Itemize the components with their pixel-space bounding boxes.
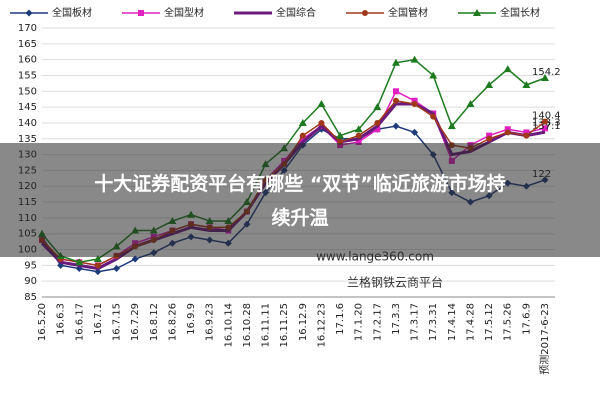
watermark-sub: 兰格钢铁云商平台: [347, 275, 443, 290]
legend-label: 全国型材: [164, 6, 204, 19]
point: [131, 255, 139, 263]
x-tick-label: 16.9.9: [186, 303, 197, 335]
value-label: 140.4: [532, 111, 561, 122]
y-tick-label: 170: [18, 23, 37, 34]
point: [392, 88, 399, 95]
y-tick-label: 160: [18, 55, 37, 66]
point: [430, 113, 437, 120]
point: [355, 138, 362, 145]
point: [336, 131, 345, 139]
legend-label: 全国综合: [276, 6, 316, 19]
point: [411, 128, 419, 136]
x-tick-label: 16.9.23: [205, 303, 216, 341]
x-tick-label: 16.10.14: [223, 303, 234, 348]
x-tick-label: 17.3.17: [410, 303, 421, 341]
x-tick-label: 16.6.17: [74, 303, 85, 341]
y-tick-label: 150: [18, 86, 37, 97]
point: [486, 132, 493, 139]
x-tick-label: 17.1.6: [335, 303, 346, 335]
legend-label: 全国管材: [388, 6, 428, 19]
x-tick-label: 17.4.28: [465, 303, 476, 341]
value-label: 137.1: [532, 121, 561, 132]
y-tick-label: 140: [18, 118, 37, 129]
x-tick-label: 16.8.26: [167, 303, 178, 341]
y-tick-label: 90: [24, 276, 37, 287]
point: [542, 118, 548, 125]
y-tick-label: 95: [24, 260, 37, 271]
x-tick-label: 17.5.12: [484, 303, 495, 341]
legend-marker: [138, 10, 144, 16]
point: [541, 74, 549, 82]
point: [94, 268, 102, 276]
x-tick-label: 16.11.25: [279, 303, 290, 348]
x-tick-label: 17.4.14: [447, 303, 458, 341]
x-tick-label: 16.7.29: [130, 303, 141, 341]
point: [411, 100, 418, 107]
point: [94, 262, 101, 269]
point: [75, 258, 84, 266]
point: [503, 65, 512, 73]
point: [298, 118, 307, 126]
point: [299, 132, 306, 139]
x-tick-label: 16.7.15: [112, 303, 123, 341]
point: [317, 99, 326, 107]
point: [318, 119, 325, 126]
point: [523, 132, 530, 139]
point: [354, 125, 363, 133]
point: [355, 132, 362, 139]
x-tick-label: 16.7.1: [93, 303, 104, 335]
point: [466, 99, 475, 107]
point: [504, 126, 511, 133]
point: [392, 97, 399, 104]
point: [93, 255, 102, 263]
point: [299, 135, 306, 142]
point: [486, 135, 493, 142]
point: [522, 80, 531, 88]
y-tick-label: 145: [18, 102, 37, 113]
x-tick-label: 17.6.9: [521, 303, 532, 335]
x-tick-label: 16.11.11: [261, 303, 272, 348]
point: [392, 122, 400, 130]
point: [429, 71, 438, 79]
point: [504, 129, 511, 136]
x-tick-label: 17.3.31: [428, 303, 439, 341]
overlay-title: 十大证券配资平台有哪些 “双节”临近旅游市场持续升温: [94, 172, 506, 229]
x-tick-label: 17.2.17: [372, 303, 383, 341]
point: [373, 103, 382, 111]
x-tick-label: 17.1.20: [354, 303, 365, 341]
point: [374, 119, 381, 126]
point: [485, 80, 494, 88]
legend-marker: [25, 9, 33, 17]
x-tick-label: 16.8.12: [149, 303, 160, 341]
x-tick-label: 17.3.3: [391, 303, 402, 335]
value-label: 154.2: [532, 67, 561, 78]
point: [391, 58, 400, 66]
x-tick-label: 16.12.23: [316, 303, 327, 348]
point: [410, 55, 419, 63]
point: [411, 97, 418, 104]
y-tick-label: 135: [18, 134, 37, 145]
y-tick-label: 155: [18, 70, 37, 81]
point: [523, 129, 530, 136]
x-tick-label: 16.5.20: [37, 303, 48, 341]
point: [374, 126, 381, 133]
x-tick-label: 16.12.9: [298, 303, 309, 341]
y-tick-label: 85: [24, 292, 37, 303]
point: [113, 265, 121, 273]
y-tick-label: 165: [18, 39, 37, 50]
x-tick-label: 17.5.26: [503, 303, 514, 341]
legend-label: 全国长材: [500, 6, 540, 19]
point: [542, 125, 548, 132]
x-tick-label: 16.6.3: [56, 303, 67, 335]
legend-marker: [473, 9, 481, 16]
x-tick-label: 预测2017-6-23: [538, 303, 551, 375]
overlay-banner: [0, 143, 600, 257]
point: [447, 122, 456, 130]
legend-label: 全国板材: [52, 6, 92, 19]
legend-marker: [362, 10, 368, 16]
x-tick-label: 16.10.28: [242, 303, 253, 348]
